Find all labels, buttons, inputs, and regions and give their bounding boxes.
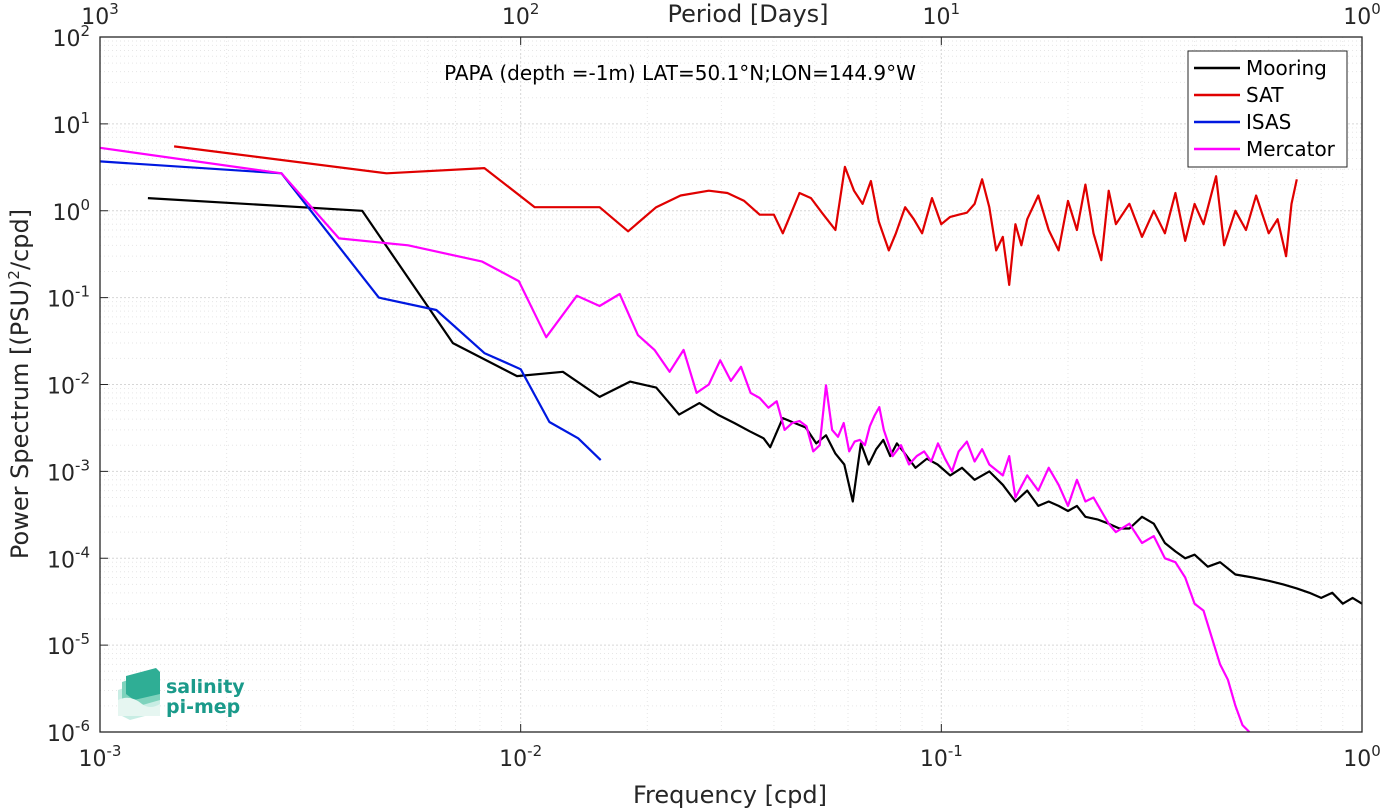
series-layer xyxy=(99,145,1363,733)
plot-area xyxy=(100,37,1362,732)
y-tick-label: 10-4 xyxy=(47,543,90,573)
y-tick-label: 102 xyxy=(52,22,90,52)
x-axis-label: Frequency [cpd] xyxy=(633,781,827,809)
top-tick-label: 102 xyxy=(502,0,540,30)
series-line-sat xyxy=(173,145,1298,286)
series-line-isas xyxy=(99,160,602,461)
x-tick-label: 10-1 xyxy=(920,742,963,772)
legend-box xyxy=(1187,50,1348,168)
y-tick-label: 10-6 xyxy=(47,717,90,747)
y-axis-label-main: Power Spectrum [(PSU) xyxy=(6,280,34,559)
top-tick-label: 101 xyxy=(923,0,961,30)
legend-label-mercator: Mercator xyxy=(1246,137,1336,161)
top-tick-label: 100 xyxy=(1343,0,1381,30)
y-axis-label-tail: /cpd] xyxy=(6,209,34,270)
y-tick-label: 100 xyxy=(52,196,90,226)
legend-label-mooring: Mooring xyxy=(1246,56,1327,80)
chart-title: PAPA (depth =-1m) LAT=50.1°N;LON=144.9°W xyxy=(444,61,916,85)
series-line-mercator xyxy=(99,146,1251,733)
y-tick-label: 101 xyxy=(52,109,90,139)
y-axis-label-sup: 2 xyxy=(5,270,23,280)
x-tick-label: 100 xyxy=(1343,742,1381,772)
top-axis-label: Period [Days] xyxy=(667,0,828,28)
legend-label-isas: ISAS xyxy=(1246,110,1291,134)
y-tick-label: 10-1 xyxy=(47,283,90,313)
logo-line-1: salinity xyxy=(166,676,245,698)
x-tick-label: 10-3 xyxy=(79,742,122,772)
y-tick-label: 10-3 xyxy=(47,456,90,486)
top-tick-label: 103 xyxy=(81,0,119,30)
logo-line-2: pi-mep xyxy=(166,696,240,718)
salinity-pi-mep-logo: salinity pi-mep xyxy=(118,668,245,720)
y-tick-label: 10-2 xyxy=(47,370,90,400)
legend: Mooring SAT ISAS Mercator xyxy=(1187,50,1348,168)
y-tick-label: 10-5 xyxy=(47,630,90,660)
y-axis-label: Power Spectrum [(PSU)2/cpd] xyxy=(5,209,34,559)
x-tick-label: 10-2 xyxy=(499,742,542,772)
legend-label-sat: SAT xyxy=(1246,83,1284,107)
series-line-mooring xyxy=(147,197,1363,605)
